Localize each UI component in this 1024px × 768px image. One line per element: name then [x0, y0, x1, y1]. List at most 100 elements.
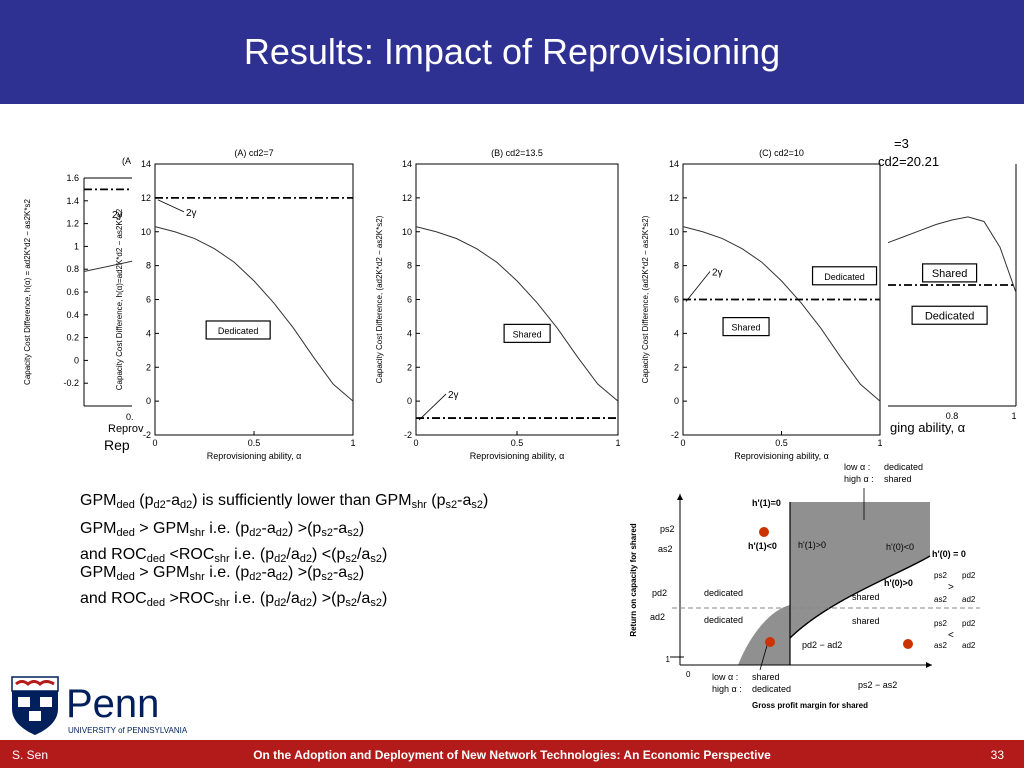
- y-tick-label: 10: [141, 227, 151, 237]
- y-tick-label: 10: [669, 227, 679, 237]
- text-run: ): [358, 564, 365, 581]
- slide-title: Results: Impact of Reprovisioning: [243, 31, 781, 72]
- chart-title: (C) cd2=10: [759, 148, 804, 158]
- y-tick-label: -2: [143, 430, 151, 440]
- y-tick-label: 6: [407, 295, 412, 305]
- text-run: /a: [286, 546, 300, 563]
- subscript: shr: [411, 499, 427, 511]
- subscript: s2: [445, 499, 458, 511]
- y-tick-label: 1.2: [66, 219, 79, 229]
- y-tick-label: 14: [669, 159, 679, 169]
- footer-bar: S. Sen On the Adoption and Deployment of…: [0, 740, 1024, 768]
- y-axis-label: Capacity Cost Difference, h(α)=ad2K*d2 −…: [115, 208, 124, 390]
- curve-label: h'(1)=0: [752, 498, 781, 508]
- x-tick-label: 0.8: [946, 411, 959, 421]
- capacity-curve: [415, 226, 619, 402]
- y-tick-label: 12: [669, 193, 679, 203]
- text-run: ): [358, 520, 365, 537]
- text-run: /a: [356, 546, 371, 563]
- x-axis-label: Reprov: [108, 423, 144, 435]
- chart-title: (B) cd2=13.5: [491, 148, 543, 158]
- x-tick-label: 1: [350, 438, 355, 448]
- logo-name: Penn: [66, 682, 159, 726]
- x-tick-label: 0: [680, 438, 685, 448]
- subscript: s2: [370, 597, 382, 609]
- region-label-box: [811, 266, 878, 286]
- region-label-box: [722, 317, 770, 337]
- y-axis-label: Capacity Cost Difference, (ad2K*d2 − as2…: [375, 215, 384, 383]
- penn-shield-icon: [11, 676, 59, 735]
- y-axis-arrowhead: [677, 494, 683, 500]
- capacity-curve: [682, 226, 881, 402]
- subscript: d2: [249, 527, 262, 539]
- text-run: > GPM: [134, 564, 190, 581]
- footer-title: On the Adoption and Deployment of New Ne…: [253, 748, 771, 762]
- legend-text: low α :: [844, 462, 870, 472]
- y-tick-label: 12: [141, 193, 151, 203]
- text-run: /a: [286, 590, 300, 607]
- ratio-text: ps2: [934, 571, 947, 580]
- subscript: ded: [116, 571, 135, 583]
- text-run: ): [381, 590, 388, 607]
- text-run: ) >(p: [287, 564, 322, 581]
- subscript: shr: [214, 597, 230, 609]
- region-label: dedicated: [704, 588, 743, 598]
- gross-profit-chart: Gross profit margin for shared Return on …: [629, 462, 980, 710]
- plot-frame: [154, 163, 354, 436]
- subscript: s2: [347, 571, 359, 583]
- ratio-text: ps2: [934, 619, 947, 628]
- text-run: -a: [165, 492, 180, 509]
- ratio-text: pd2: [962, 571, 976, 580]
- y-tick-label: 0: [74, 355, 79, 365]
- x-tick-label: 0: [413, 438, 418, 448]
- y-marker: as2: [658, 544, 673, 554]
- subscript: s2: [345, 553, 357, 565]
- region-label-box: [205, 320, 271, 340]
- text-run: >ROC: [165, 590, 215, 607]
- y-marker: pd2: [652, 588, 667, 598]
- x-tick-label: 0.5: [775, 438, 788, 448]
- footer-author: S. Sen: [12, 748, 49, 762]
- x-tick-label: 0.5: [248, 438, 261, 448]
- y-marker: ad2: [650, 612, 665, 622]
- text-run: i.e. (p: [229, 546, 275, 563]
- text-run: ) >(p: [287, 520, 322, 537]
- curve-label: h'(1)<0: [748, 541, 777, 551]
- subscript: ded: [116, 499, 135, 511]
- y-tick-label: 14: [402, 159, 412, 169]
- x-tick-label: 0.5: [511, 438, 524, 448]
- chart-title: =3: [894, 136, 909, 151]
- ratio-text: as2: [934, 641, 947, 650]
- chart-panel-partial-right: 0.8 1 =3 cd2=20.21 ging ability, α Shared Dedi…: [878, 136, 1017, 435]
- ratio-text: ad2: [962, 641, 976, 650]
- ratio-text: as2: [934, 595, 947, 604]
- subscript: d2: [299, 597, 312, 609]
- y-tick-label: 4: [146, 328, 151, 338]
- data-point-lower-left: [765, 637, 775, 647]
- x-marker: ps2 − as2: [858, 680, 897, 690]
- region-label: Dedicated: [824, 272, 865, 282]
- legend-text: high α :: [712, 684, 742, 694]
- x-tick-label: 1: [615, 438, 620, 448]
- legend-arrow: [759, 641, 769, 671]
- y-tick-label: 12: [402, 193, 412, 203]
- region-label: shared: [852, 592, 880, 602]
- text-run: -a: [261, 520, 276, 537]
- chart-title: (A) cd2=7: [234, 148, 273, 158]
- text-run: -a: [332, 520, 348, 537]
- threshold-label: 2γ: [112, 210, 123, 221]
- y-tick-label: 8: [146, 261, 151, 271]
- y-tick-label: 10: [402, 227, 412, 237]
- region-label: Shared: [732, 323, 761, 333]
- plot-frame: [415, 163, 619, 436]
- bullet-line: GPMded > GPMshr i.e. (pd2-ad2) >(ps2-as2…: [80, 520, 365, 539]
- subscript: s2: [321, 527, 333, 539]
- y-tick-label: 0.6: [66, 287, 79, 297]
- text-run: (p: [134, 492, 154, 509]
- curve-label: h'(0)>0: [884, 578, 913, 588]
- page-number: 33: [990, 748, 1004, 762]
- subscript: shr: [189, 571, 205, 583]
- subscript: d2: [274, 597, 287, 609]
- text-run: > GPM: [134, 520, 190, 537]
